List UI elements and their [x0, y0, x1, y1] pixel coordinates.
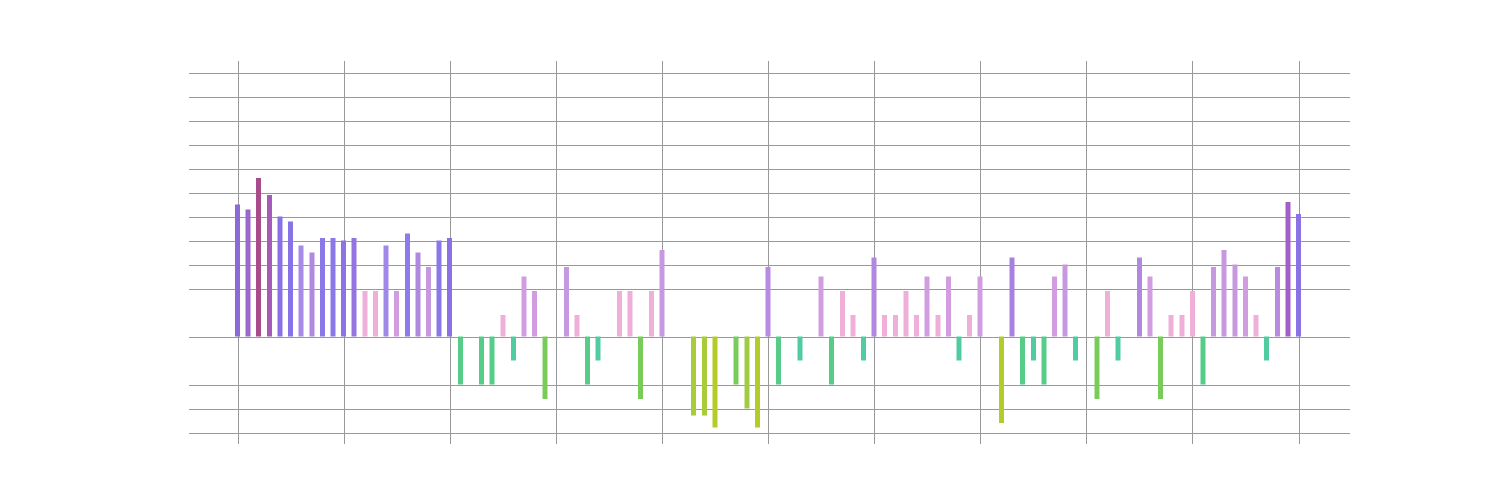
bar [1211, 266, 1217, 337]
bar [1221, 250, 1227, 337]
bar [839, 290, 845, 337]
bar [701, 336, 707, 416]
bar [489, 336, 495, 385]
bar [765, 266, 771, 337]
bar [288, 221, 294, 337]
bar [1285, 202, 1291, 337]
bar [967, 314, 973, 337]
bar [1094, 336, 1100, 399]
bar [1147, 276, 1153, 337]
bar [404, 233, 410, 337]
bar [351, 238, 357, 337]
bar [436, 240, 442, 337]
bar [1030, 336, 1036, 361]
bar [1062, 264, 1068, 337]
grid-layer [189, 61, 1350, 444]
bar [256, 178, 262, 337]
bar [945, 276, 951, 337]
bar [1073, 336, 1079, 361]
bar [818, 276, 824, 337]
bar [998, 336, 1004, 423]
bars-layer [235, 178, 1301, 428]
bar [500, 314, 506, 337]
bar [712, 336, 718, 428]
bar [574, 314, 580, 337]
bar [903, 290, 909, 337]
bar [447, 238, 453, 337]
bar [871, 257, 877, 337]
bar [1264, 336, 1270, 361]
bar [616, 290, 622, 337]
bar [425, 266, 431, 337]
bar [383, 245, 389, 337]
bar [266, 194, 272, 337]
bar [298, 245, 304, 337]
bar [627, 290, 633, 337]
bar [1242, 276, 1248, 337]
bar [510, 336, 516, 361]
bar [330, 238, 336, 337]
bar [362, 290, 368, 337]
bar [1274, 266, 1280, 337]
bar [319, 238, 325, 337]
bar [1168, 314, 1174, 337]
bar [1115, 336, 1121, 361]
bar [860, 336, 866, 361]
bar [691, 336, 697, 416]
bar [532, 290, 538, 337]
bar [776, 336, 782, 385]
bar [754, 336, 760, 428]
bar [457, 336, 463, 385]
bar [1179, 314, 1185, 337]
bar [277, 216, 283, 337]
bar [372, 290, 378, 337]
bar [1253, 314, 1259, 337]
bar [1296, 214, 1301, 337]
bar [914, 314, 920, 337]
bar [1041, 336, 1047, 385]
bar [892, 314, 898, 337]
bar [479, 336, 485, 385]
bar [1105, 290, 1111, 337]
bar [542, 336, 548, 399]
bar [648, 290, 654, 337]
bar [1200, 336, 1206, 385]
bar [521, 276, 527, 337]
bar [977, 276, 983, 337]
bar [638, 336, 644, 399]
bar [850, 314, 856, 337]
bar [956, 336, 962, 361]
bar [235, 204, 240, 337]
bar [245, 209, 251, 337]
bar [595, 336, 601, 361]
bar [1136, 257, 1142, 337]
bar [924, 276, 930, 337]
bar [341, 240, 347, 337]
bar [309, 252, 315, 337]
bar [733, 336, 739, 385]
bar [563, 266, 569, 337]
bar [1158, 336, 1164, 399]
bar [415, 252, 421, 337]
bar [1051, 276, 1057, 337]
bar [1020, 336, 1026, 385]
bar [1009, 257, 1015, 337]
bar [1189, 290, 1195, 337]
bar [744, 336, 750, 409]
bar [797, 336, 803, 361]
bar [935, 314, 941, 337]
bar [585, 336, 591, 385]
bar [659, 250, 665, 337]
bar [882, 314, 888, 337]
bar [394, 290, 400, 337]
bar [829, 336, 835, 385]
bar [1232, 264, 1238, 337]
